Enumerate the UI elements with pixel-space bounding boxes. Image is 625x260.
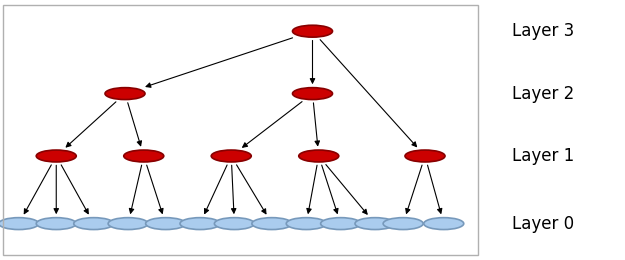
Ellipse shape <box>105 88 145 100</box>
Ellipse shape <box>424 218 464 230</box>
Ellipse shape <box>405 150 445 162</box>
Ellipse shape <box>211 150 251 162</box>
Ellipse shape <box>292 25 332 37</box>
Ellipse shape <box>108 218 148 230</box>
Ellipse shape <box>355 218 395 230</box>
Text: Layer 0: Layer 0 <box>512 214 574 233</box>
Ellipse shape <box>146 218 186 230</box>
Text: Layer 2: Layer 2 <box>512 84 575 103</box>
Ellipse shape <box>36 150 76 162</box>
Ellipse shape <box>383 218 423 230</box>
Ellipse shape <box>321 218 361 230</box>
Ellipse shape <box>286 218 326 230</box>
Ellipse shape <box>124 150 164 162</box>
Ellipse shape <box>36 218 76 230</box>
Ellipse shape <box>180 218 220 230</box>
Ellipse shape <box>0 218 39 230</box>
Ellipse shape <box>74 218 114 230</box>
Ellipse shape <box>299 150 339 162</box>
Ellipse shape <box>292 88 332 100</box>
Ellipse shape <box>214 218 254 230</box>
Text: Layer 1: Layer 1 <box>512 147 575 165</box>
Ellipse shape <box>252 218 292 230</box>
Bar <box>3 5 478 255</box>
Text: Layer 3: Layer 3 <box>512 22 575 40</box>
